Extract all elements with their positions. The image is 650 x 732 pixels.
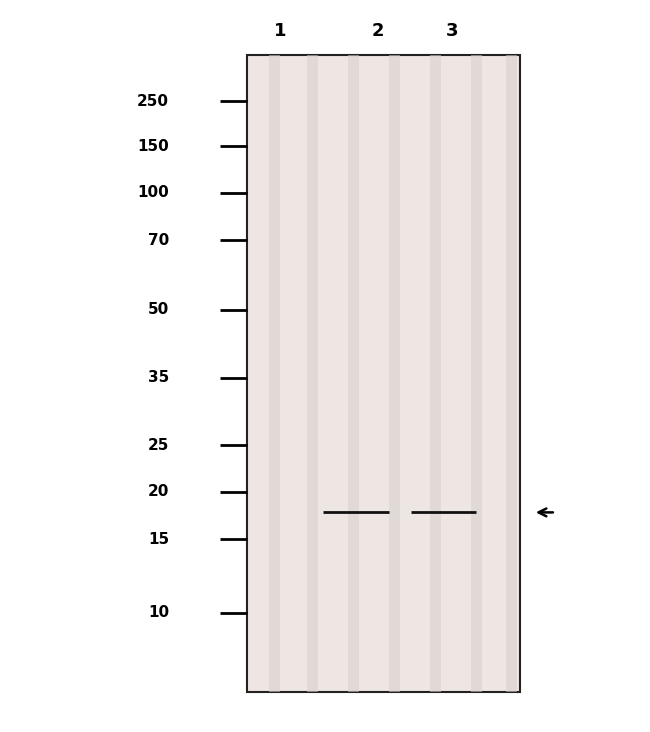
Text: 10: 10 xyxy=(148,605,169,620)
Text: 1: 1 xyxy=(274,22,286,40)
Text: 20: 20 xyxy=(148,485,169,499)
Text: 25: 25 xyxy=(148,438,169,452)
Bar xyxy=(506,55,517,692)
Text: 250: 250 xyxy=(137,94,169,108)
Text: 15: 15 xyxy=(148,532,169,547)
Text: 150: 150 xyxy=(137,139,169,154)
Bar xyxy=(247,55,520,692)
Text: 3: 3 xyxy=(445,22,458,40)
Text: 35: 35 xyxy=(148,370,169,385)
Bar xyxy=(430,55,441,692)
Bar xyxy=(269,55,280,692)
Text: 50: 50 xyxy=(148,302,169,317)
Text: 2: 2 xyxy=(372,22,384,40)
Text: 70: 70 xyxy=(148,233,169,247)
Bar xyxy=(389,55,400,692)
Bar xyxy=(471,55,482,692)
Bar xyxy=(307,55,318,692)
Text: 100: 100 xyxy=(137,185,169,200)
Bar xyxy=(348,55,359,692)
